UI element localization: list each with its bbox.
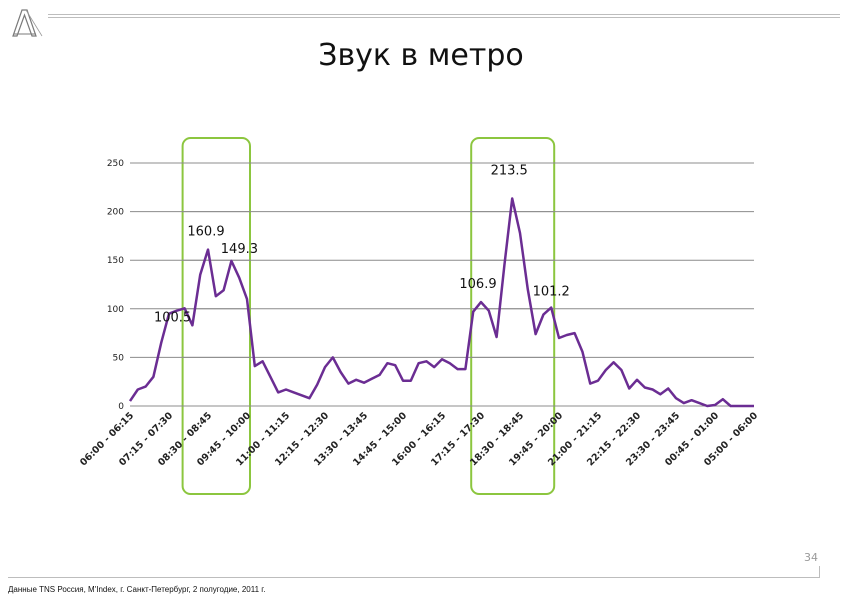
slide-title: Звук в метро — [318, 38, 524, 73]
data-label: 100.5 — [154, 310, 191, 325]
y-tick-label: 150 — [107, 256, 124, 266]
y-tick-label: 200 — [107, 208, 124, 218]
logo-icon — [12, 9, 43, 37]
data-label: 101.2 — [533, 285, 570, 300]
footer-rule — [8, 577, 820, 578]
y-tick-label: 100 — [107, 305, 124, 315]
data-label: 149.3 — [221, 242, 258, 257]
data-label: 213.5 — [491, 163, 528, 178]
data-label: 106.9 — [459, 277, 496, 292]
page-number: 34 — [804, 551, 818, 564]
series-line — [128, 197, 754, 408]
source-note: Данные TNS Россия, M'Index, г. Санкт-Пет… — [8, 585, 266, 594]
y-tick-label: 50 — [113, 353, 125, 363]
y-tick-label: 0 — [118, 402, 124, 412]
header-rule — [48, 14, 840, 18]
y-tick-label: 250 — [107, 159, 124, 169]
footer-tick — [819, 566, 820, 578]
data-label: 160.9 — [187, 225, 224, 240]
